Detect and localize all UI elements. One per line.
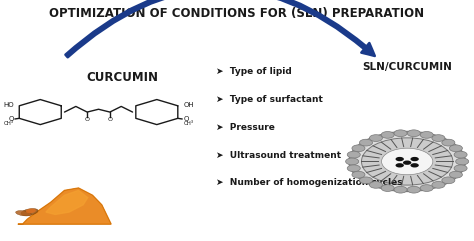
Circle shape xyxy=(442,139,455,146)
Circle shape xyxy=(394,130,407,137)
Circle shape xyxy=(346,158,359,165)
Text: OH: OH xyxy=(183,102,194,108)
Circle shape xyxy=(410,157,419,161)
Circle shape xyxy=(369,135,383,141)
Circle shape xyxy=(395,163,404,167)
Circle shape xyxy=(381,132,394,138)
Text: O: O xyxy=(9,116,14,122)
Circle shape xyxy=(420,132,433,138)
Text: SLN/CURCUMIN: SLN/CURCUMIN xyxy=(362,62,452,73)
Circle shape xyxy=(407,186,420,193)
Circle shape xyxy=(456,158,469,165)
Circle shape xyxy=(349,131,465,192)
Circle shape xyxy=(395,157,404,161)
Text: ➤  Number of homogenization cycles: ➤ Number of homogenization cycles xyxy=(216,178,402,187)
Text: O: O xyxy=(85,117,90,122)
Ellipse shape xyxy=(26,209,36,213)
Circle shape xyxy=(347,151,360,158)
Polygon shape xyxy=(18,188,111,224)
Circle shape xyxy=(352,171,365,178)
Circle shape xyxy=(347,165,360,172)
Circle shape xyxy=(410,163,419,167)
Text: ➤  Ultrasound treatment: ➤ Ultrasound treatment xyxy=(216,151,341,160)
Circle shape xyxy=(454,165,467,172)
Circle shape xyxy=(381,185,394,191)
Circle shape xyxy=(407,130,420,137)
Text: O: O xyxy=(183,116,189,122)
Text: CH³: CH³ xyxy=(183,121,193,126)
Text: ➤  Pressure: ➤ Pressure xyxy=(216,123,275,132)
Ellipse shape xyxy=(16,211,31,216)
Circle shape xyxy=(352,145,365,152)
Text: ➤  Type of lipid: ➤ Type of lipid xyxy=(216,67,292,76)
Text: CURCUMIN: CURCUMIN xyxy=(87,71,159,84)
Circle shape xyxy=(394,186,407,193)
Circle shape xyxy=(362,138,453,185)
Circle shape xyxy=(449,145,463,152)
Circle shape xyxy=(359,177,373,184)
Text: HO: HO xyxy=(3,102,14,108)
Circle shape xyxy=(449,171,463,178)
Polygon shape xyxy=(46,190,88,214)
Text: CH³: CH³ xyxy=(3,121,14,126)
Text: OPTIMIZATION OF CONDITIONS FOR (SLN) PREPARATION: OPTIMIZATION OF CONDITIONS FOR (SLN) PRE… xyxy=(49,7,425,20)
Ellipse shape xyxy=(21,208,38,216)
Circle shape xyxy=(442,177,455,184)
Circle shape xyxy=(432,135,445,141)
Circle shape xyxy=(382,148,433,175)
FancyArrowPatch shape xyxy=(65,0,375,57)
Text: ➤  Type of surfactant: ➤ Type of surfactant xyxy=(216,95,323,104)
Circle shape xyxy=(432,181,445,188)
Circle shape xyxy=(420,185,433,191)
Circle shape xyxy=(454,151,467,158)
Text: O: O xyxy=(108,117,112,122)
Circle shape xyxy=(369,181,383,188)
Circle shape xyxy=(403,161,411,165)
Circle shape xyxy=(359,139,373,146)
